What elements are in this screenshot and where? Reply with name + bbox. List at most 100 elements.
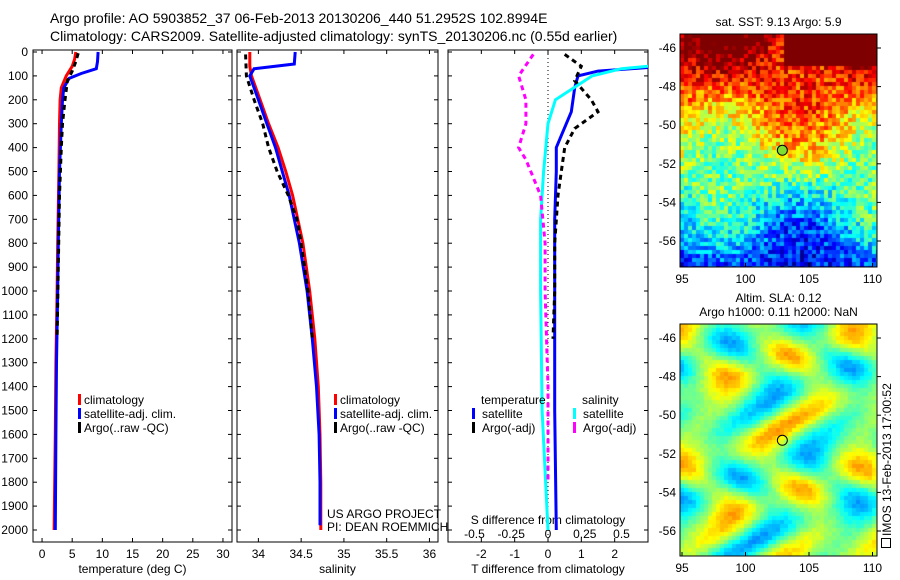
title-line-1: Argo profile: AO 5903852_37 06-Feb-2013 … (50, 10, 548, 26)
legend-swatch (334, 394, 337, 405)
sla-map-lat-label: -50 (659, 408, 677, 422)
sst-map-lat-label: -52 (659, 157, 677, 171)
sst-map-lat-label: -54 (659, 195, 677, 209)
sst-map-lat-label: -56 (659, 234, 677, 248)
sla-map-image (680, 324, 877, 556)
s-tick-label: -0.25 (498, 527, 526, 541)
timestamp-text: IMOS 13-Feb-2013 17:00:52 (880, 383, 894, 536)
x-tick-label: -2 (476, 547, 487, 561)
y-tick-label: 1000 (1, 284, 28, 298)
series-s-argo--adj- (516, 53, 550, 483)
legend-heading-temperature: temperature (481, 393, 546, 407)
y-tick-label: 800 (8, 236, 28, 250)
salinity-axes-box (236, 49, 439, 543)
legend-label: climatology (340, 393, 400, 407)
sla-map-frame (679, 323, 878, 557)
legend-label: climatology (84, 393, 144, 407)
sst-map-title: sat. SST: 9.13 Argo: 5.9 (715, 15, 842, 29)
sla-map-lat-label: -52 (659, 447, 677, 461)
x-axis-label: salinity (319, 562, 356, 576)
y-tick-label: 900 (8, 260, 28, 274)
y-tick-label: 1800 (1, 475, 28, 489)
sla-map-title-1: Altim. SLA: 0.12 (735, 291, 822, 305)
temperature-panel: 0100200300400500600700800900100011001200… (1, 45, 233, 576)
sst-map-lat-label: -48 (659, 80, 677, 94)
sla-map-title-2: Argo h1000: 0.11 h2000: NaN (699, 305, 858, 319)
legend-swatch (78, 394, 81, 405)
x-tick-label: 2 (611, 547, 618, 561)
project-annotation: US ARGO PROJECT (327, 507, 442, 521)
sla-map-lat-label: -48 (659, 370, 677, 384)
series-t-argo--adj- (551, 53, 600, 339)
y-tick-label: 1300 (1, 356, 28, 370)
legend-label: Argo(..raw -QC) (340, 421, 425, 435)
y-tick-label: 1100 (2, 308, 28, 322)
legend-swatch (78, 408, 81, 419)
series-argo---raw--qc- (55, 52, 80, 339)
y-tick-label: 0 (21, 45, 28, 59)
legend-label: Argo(..raw -QC) (84, 421, 169, 435)
sla-map-argo-marker (776, 434, 788, 446)
legend-label: Argo(-adj) (583, 421, 636, 435)
y-tick-label: 300 (8, 117, 28, 131)
y-tick-label: 1700 (1, 451, 28, 465)
legend-swatch (573, 422, 576, 433)
legend-label: satellite-adj. clim. (340, 407, 432, 421)
s-tick-label: 0 (545, 527, 552, 541)
sst-map-argo-marker (776, 144, 788, 156)
y-tick-label: 600 (8, 188, 28, 202)
sla-map-lat-label: -46 (659, 331, 677, 345)
sla-map-lat-label: -56 (659, 524, 677, 538)
s-tick-label: 0.5 (613, 527, 630, 541)
s-tick-label: 0.25 (573, 527, 597, 541)
legend-label: Argo(-adj) (482, 421, 535, 435)
x-tick-label: 0 (545, 547, 552, 561)
sst-map-frame (679, 33, 878, 268)
legend-label: satellite (482, 407, 523, 421)
x-tick-label: 10 (96, 547, 110, 561)
y-tick-label: 2000 (1, 523, 28, 537)
y-tick-label: 700 (8, 212, 28, 226)
legend-swatch (472, 408, 475, 419)
x-tick-label: 36 (423, 547, 437, 561)
y-tick-label: 1500 (1, 404, 28, 418)
legend-swatch (78, 422, 81, 433)
y-tick-label: 100 (8, 69, 28, 83)
sst-map-lon-label: 110 (863, 272, 882, 286)
sla-map-lat-label: -54 (659, 485, 677, 499)
project-annotation: PI: DEAN ROEMMICH (327, 520, 448, 534)
x-tick-label: 15 (126, 547, 140, 561)
x-tick-label: 0 (39, 547, 46, 561)
series-t-satellite (553, 65, 648, 531)
s-tick-label: -0.5 (464, 527, 485, 541)
x-tick-label: 20 (156, 547, 170, 561)
series-satellite-adj--clim- (248, 51, 322, 526)
sla-map-lon-label: 110 (863, 561, 882, 575)
difference-panel: -2 -1 0 1 2T difference from climatology -0.5… (447, 49, 649, 576)
sst-map-lon-label: 105 (799, 272, 819, 286)
legend-swatch (472, 422, 475, 433)
series-argo---raw--qc- (244, 54, 314, 339)
legend-heading-salinity: salinity (582, 393, 619, 407)
y-tick-label: 1200 (1, 332, 28, 346)
y-tick-label: 1900 (1, 499, 28, 513)
sla-map-lon-label: 95 (675, 561, 689, 575)
series-s-satellite (539, 64, 648, 531)
x-tick-label: 35.5 (375, 547, 399, 561)
x-axis-label: temperature (deg C) (78, 562, 186, 576)
x-tick-label: 30 (216, 547, 230, 561)
legend-swatch (334, 408, 337, 419)
series-satellite-adj--clim- (53, 51, 100, 531)
x-axis-label: T difference from climatology (471, 562, 625, 576)
x-tick-label: 34.5 (289, 547, 313, 561)
sla-map-lon-label: 105 (799, 561, 819, 575)
imos-logo-icon (881, 538, 891, 548)
title-line-2: Climatology: CARS2009. Satellite-adjuste… (50, 28, 618, 44)
legend-swatch (573, 408, 576, 419)
sst-map-lat-label: -46 (659, 41, 677, 55)
legend-label: satellite-adj. clim. (84, 407, 176, 421)
y-tick-label: 1400 (1, 380, 28, 394)
